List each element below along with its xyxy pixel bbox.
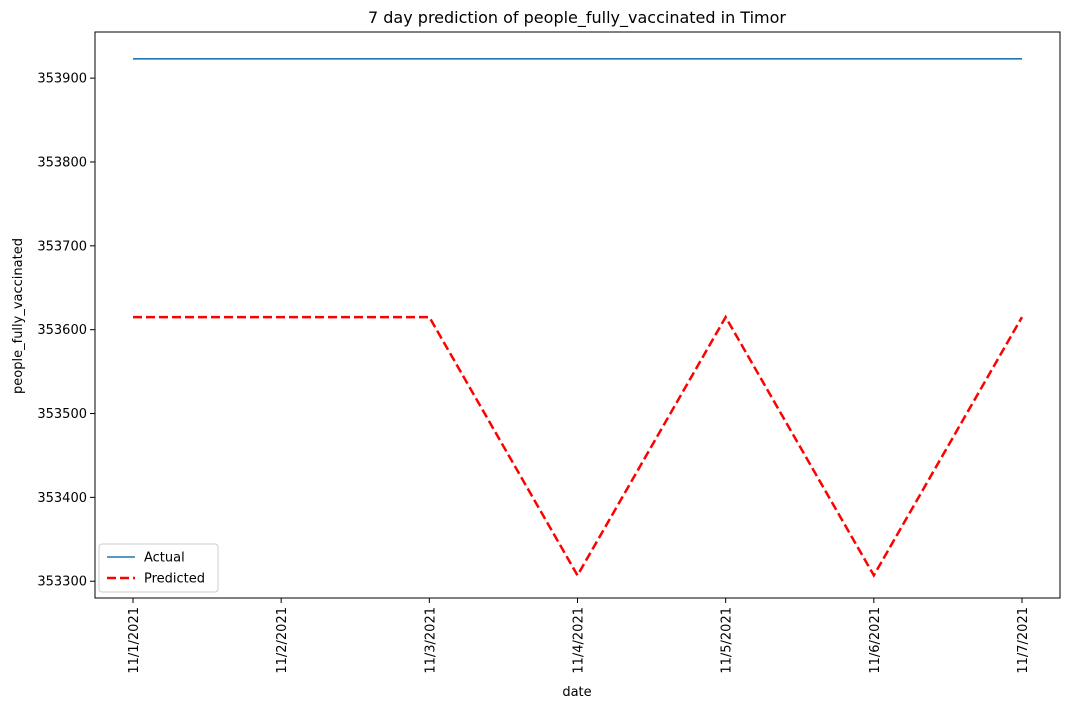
x-tick-label: 11/6/2021 <box>868 607 883 674</box>
x-axis-label: date <box>562 685 591 700</box>
x-tick-label: 11/7/2021 <box>1016 607 1031 674</box>
y-tick-label: 353500 <box>37 407 87 422</box>
y-tick-label: 353400 <box>37 491 87 506</box>
x-tick-label: 11/3/2021 <box>423 607 438 674</box>
series-line-predicted <box>133 314 1024 578</box>
legend: Actual Predicted <box>98 543 219 593</box>
plot-frame <box>94 31 1061 599</box>
y-tick-label: 353700 <box>37 239 87 254</box>
y-tick-label: 353900 <box>37 72 87 87</box>
legend-box <box>98 543 219 593</box>
x-tick-label: 11/5/2021 <box>720 607 735 674</box>
x-tick-label: 11/1/2021 <box>127 607 142 674</box>
y-tick-label: 353300 <box>37 575 87 590</box>
x-tick-label: 11/4/2021 <box>572 607 587 674</box>
series-group <box>133 58 1024 578</box>
legend-label-predicted: Predicted <box>144 572 205 587</box>
y-tick-label: 353800 <box>37 155 87 170</box>
y-tick-label: 353600 <box>37 323 87 338</box>
legend-label-actual: Actual <box>144 551 185 566</box>
y-axis-label: people_fully_vaccinated <box>11 238 26 394</box>
chart-title: 7 day prediction of people_fully_vaccina… <box>368 8 786 28</box>
x-tick-label: 11/2/2021 <box>275 607 290 674</box>
axes: 353300 353400 353500 353600 353700 353800 3539… <box>37 31 1061 674</box>
